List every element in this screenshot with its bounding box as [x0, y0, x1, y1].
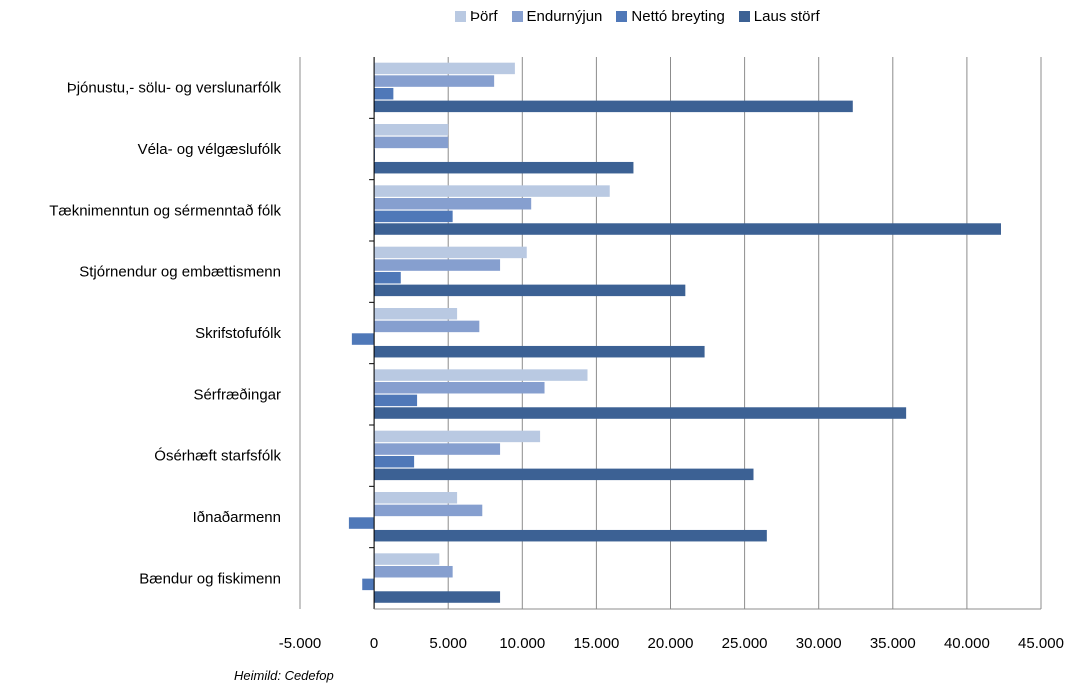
x-tick-label: 45.000 [1018, 635, 1064, 652]
bar [374, 565, 453, 578]
legend-swatch-endurnyjun [511, 11, 523, 22]
legend-label-netto-breyting: Nettó breyting [631, 8, 725, 25]
category-label: Þjónustu,- sölu- og verslunarfólk [67, 80, 282, 97]
bar [374, 455, 415, 468]
x-tick-label: 40.000 [944, 635, 990, 652]
legend-swatch-thorf [455, 11, 466, 22]
labels: -5.000 0 5.000 10.000 15.000 20.000 25.000 30.0… [49, 80, 1064, 652]
bar [374, 223, 1001, 235]
legend: Þörf Endurnýjun Nettó breyting Laus stör… [455, 8, 820, 25]
category-label: Tæknimenntun og sérmenntað fólk [49, 202, 281, 219]
x-tick-label: 10.000 [499, 635, 545, 652]
legend-item-endurnyjun: Endurnýjun [511, 8, 603, 25]
bar [374, 62, 515, 75]
x-tick-label: -5.000 [279, 635, 322, 652]
bar [374, 197, 532, 210]
bar [374, 394, 418, 407]
bar [374, 136, 449, 149]
bar [374, 87, 394, 100]
x-tick-label: 5.000 [429, 635, 467, 652]
category-label: Véla- og vélgæslufólk [138, 141, 282, 158]
legend-label-endurnyjun: Endurnýjun [526, 8, 603, 25]
bar [374, 443, 501, 455]
bar [374, 529, 767, 542]
legend-item-thorf: Þörf [455, 8, 498, 25]
bar [374, 407, 907, 419]
x-tick-label: 15.000 [573, 635, 619, 652]
bar [348, 517, 375, 529]
bar [351, 333, 375, 345]
bar [374, 369, 588, 381]
bar [374, 430, 541, 443]
legend-item-laus-storf: Laus störf [738, 8, 820, 25]
bar [374, 345, 705, 358]
bar [374, 591, 501, 603]
bar [374, 75, 495, 87]
x-tick-label: 20.000 [648, 635, 694, 652]
legend-label-laus-storf: Laus störf [753, 8, 820, 25]
category-label: Bændur og fiskimenn [139, 570, 281, 587]
x-tick-label: 30.000 [796, 635, 842, 652]
bar [374, 492, 458, 504]
grid [299, 57, 1042, 609]
legend-swatch-laus-storf [738, 11, 750, 22]
bar [374, 246, 527, 259]
x-tick-label: 35.000 [870, 635, 916, 652]
bar [374, 504, 483, 517]
bar [374, 100, 853, 113]
category-label: Ósérhæft starfsfólk [154, 448, 281, 465]
x-tick-label: 25.000 [722, 635, 768, 652]
bar [374, 185, 610, 197]
bar [374, 259, 501, 271]
category-label: Skrifstofufólk [195, 325, 281, 342]
bar [374, 271, 401, 284]
bar [374, 161, 634, 174]
category-label: Stjórnendur og embættismenn [79, 264, 281, 281]
bar [374, 468, 754, 481]
axes [369, 57, 1041, 610]
bar [374, 210, 453, 223]
category-label: Iðnaðarmenn [193, 509, 281, 526]
legend-item-netto-breyting: Nettó breyting [616, 8, 725, 25]
bar [374, 284, 686, 297]
bar [374, 124, 449, 136]
category-label: Sérfræðingar [193, 386, 281, 403]
bars [348, 62, 1001, 603]
x-tick-label: 0 [370, 635, 378, 652]
legend-swatch-netto-breyting [616, 11, 628, 22]
bar [374, 381, 545, 394]
bar [374, 553, 440, 565]
legend-label-thorf: Þörf [470, 8, 498, 25]
bar [374, 320, 480, 333]
bar [362, 578, 375, 591]
source-note: Heimild: Cedefop [234, 668, 334, 683]
bar [374, 308, 458, 320]
